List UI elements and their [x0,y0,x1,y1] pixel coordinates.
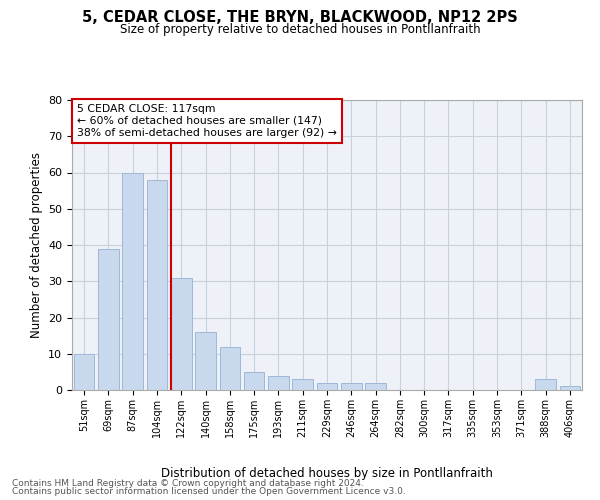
Bar [365,383,386,390]
Bar [74,354,94,390]
Text: 5, CEDAR CLOSE, THE BRYN, BLACKWOOD, NP12 2PS: 5, CEDAR CLOSE, THE BRYN, BLACKWOOD, NP1… [82,10,518,25]
Bar [317,383,337,390]
Text: 5 CEDAR CLOSE: 117sqm
← 60% of detached houses are smaller (147)
38% of semi-det: 5 CEDAR CLOSE: 117sqm ← 60% of detached … [77,104,337,138]
Y-axis label: Number of detached properties: Number of detached properties [29,152,43,338]
Bar [268,376,289,390]
Bar [560,386,580,390]
Bar [535,379,556,390]
Bar [244,372,265,390]
Text: Size of property relative to detached houses in Pontllanfraith: Size of property relative to detached ho… [119,22,481,36]
Bar [171,278,191,390]
Text: Contains HM Land Registry data © Crown copyright and database right 2024.: Contains HM Land Registry data © Crown c… [12,478,364,488]
Text: Distribution of detached houses by size in Pontllanfraith: Distribution of detached houses by size … [161,468,493,480]
Bar [122,172,143,390]
Bar [195,332,216,390]
Bar [98,248,119,390]
Bar [341,383,362,390]
Bar [146,180,167,390]
Bar [220,346,240,390]
Text: Contains public sector information licensed under the Open Government Licence v3: Contains public sector information licen… [12,488,406,496]
Bar [292,379,313,390]
